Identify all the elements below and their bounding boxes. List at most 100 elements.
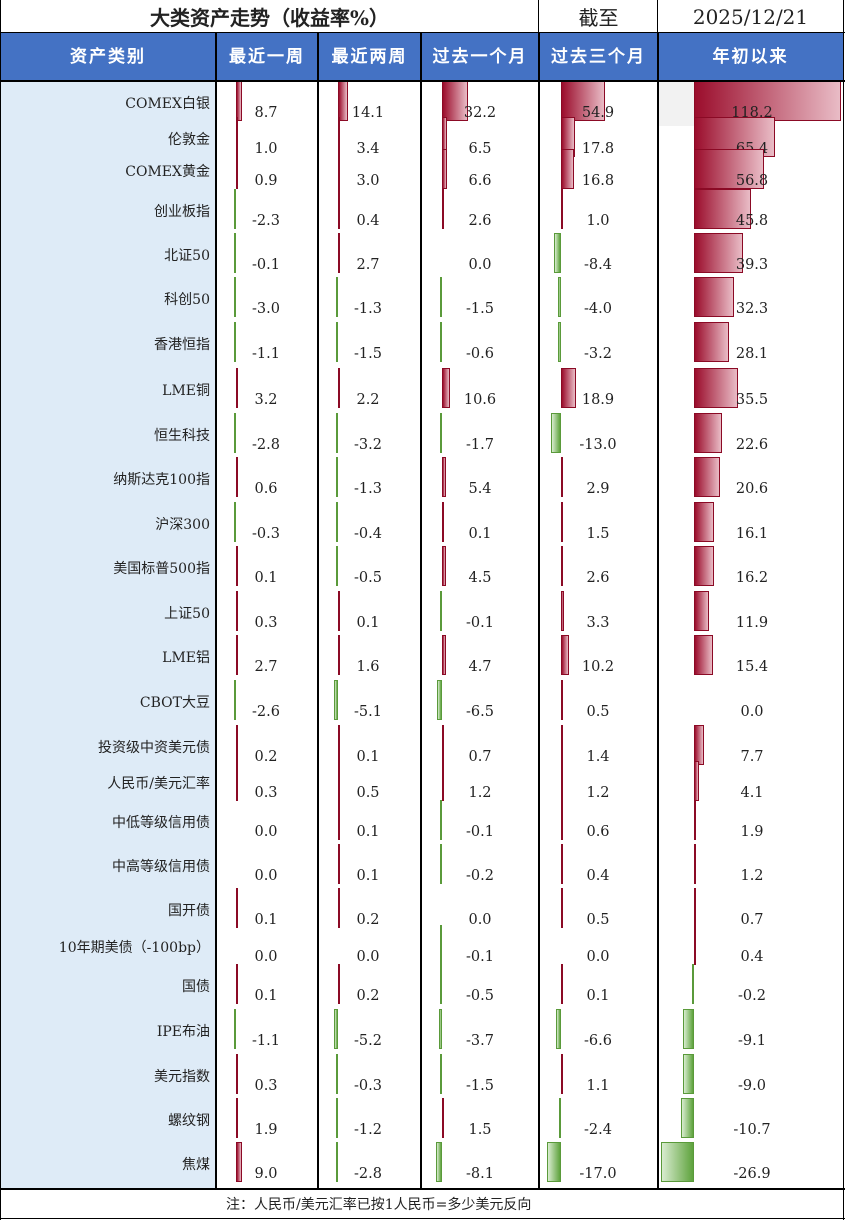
return-bar [694,888,696,928]
asset-name: 伦敦金 [168,132,210,148]
return-bar [694,844,696,884]
return-bar [440,322,442,362]
asset-name: 美国标普500指 [113,561,210,577]
return-bar [694,413,723,453]
return-bar [234,322,236,362]
return-value: 10.6 [463,392,497,408]
return-value: 54.9 [581,105,615,121]
return-value: 15.4 [735,659,769,675]
return-value: 0.2 [254,749,278,765]
return-value: -1.1 [252,346,280,362]
return-bar [338,800,340,840]
return-value: 0.3 [254,785,278,801]
return-value: 4.7 [468,659,492,675]
return-bar [236,457,238,497]
return-value: -1.1 [252,1033,280,1049]
return-value: 0.0 [254,949,278,965]
return-value: 0.0 [468,257,492,273]
return-value: -0.6 [466,346,494,362]
return-value: -0.2 [466,868,494,884]
return-value: 0.1 [356,824,380,840]
return-value: 0.5 [586,704,610,720]
return-bar [682,1009,694,1049]
return-value: 0.0 [356,949,380,965]
column-divider [420,33,422,1188]
title-divider [657,0,658,33]
asset-name: COMEX白银 [125,96,210,112]
as-of-label: 截至 [578,6,619,30]
return-value: -0.5 [354,570,382,586]
return-value: -1.5 [466,301,494,317]
return-bar [338,761,340,801]
return-bar [236,1098,238,1138]
return-bar [338,368,340,408]
return-value: 0.4 [586,868,610,884]
asset-name: 10年期美债（-100bp） [58,940,210,956]
return-bar [236,888,238,928]
return-bar [334,1009,338,1049]
return-bar [335,413,338,453]
return-bar [561,1054,563,1094]
return-bar [338,725,340,765]
return-bar [561,800,563,840]
return-value: -0.1 [252,257,280,273]
column-header: 年初以来 [658,33,843,81]
return-value: -0.1 [466,615,494,631]
return-value: -0.1 [466,824,494,840]
return-value: 1.0 [254,141,278,157]
return-bar [234,680,236,720]
return-value: 2.7 [254,659,278,675]
asset-name: 人民币/美元汇率 [107,776,210,792]
column-header: 最近一周 [216,33,318,81]
return-bar [694,635,714,675]
return-value: -0.2 [738,988,766,1004]
return-bar [435,1142,442,1182]
return-bar [338,149,341,189]
return-value: 7.7 [740,749,764,765]
return-value: 2.2 [356,392,380,408]
return-value: 8.7 [254,105,278,121]
return-bar [547,1142,561,1182]
header-bottom [0,80,845,82]
asset-name: 纳斯达克100指 [113,472,210,488]
return-value: -13.0 [579,437,617,453]
asset-name: LME铜 [162,383,210,399]
return-value: 16.1 [735,526,769,542]
return-value: 0.1 [586,988,610,1004]
sheet-title: 大类资产走势（收益率%） [149,6,389,30]
return-value: -8.1 [466,1166,494,1182]
return-value: -2.6 [252,704,280,720]
return-value: 0.7 [468,749,492,765]
return-bar [236,546,238,586]
return-bar [660,1142,694,1182]
return-bar [440,800,442,840]
return-value: -6.5 [466,704,494,720]
return-value: 16.8 [581,173,615,189]
return-value: 3.3 [586,615,610,631]
asset-name: 恒生科技 [154,428,210,444]
return-bar [440,591,442,631]
asset-name: 国开债 [168,903,210,919]
return-bar [338,888,340,928]
return-bar [236,591,238,631]
asset-name: 美元指数 [154,1069,210,1085]
return-bar [442,457,447,497]
return-bar [442,761,444,801]
return-bar [555,1009,561,1049]
return-value: 0.0 [254,824,278,840]
return-value: 6.5 [468,141,492,157]
return-bar [442,1098,444,1138]
return-value: 0.4 [740,949,764,965]
return-bar [694,368,739,408]
return-value: 5.4 [468,481,492,497]
return-bar [561,680,563,720]
return-value: 0.0 [586,949,610,965]
return-value: 0.3 [254,615,278,631]
return-value: 0.4 [356,213,380,229]
return-bar [440,964,442,1004]
return-value: 1.2 [586,785,610,801]
return-bar [442,81,468,121]
return-bar [694,457,720,497]
asset-name: 焦煤 [182,1157,210,1173]
return-bar [692,964,694,1004]
